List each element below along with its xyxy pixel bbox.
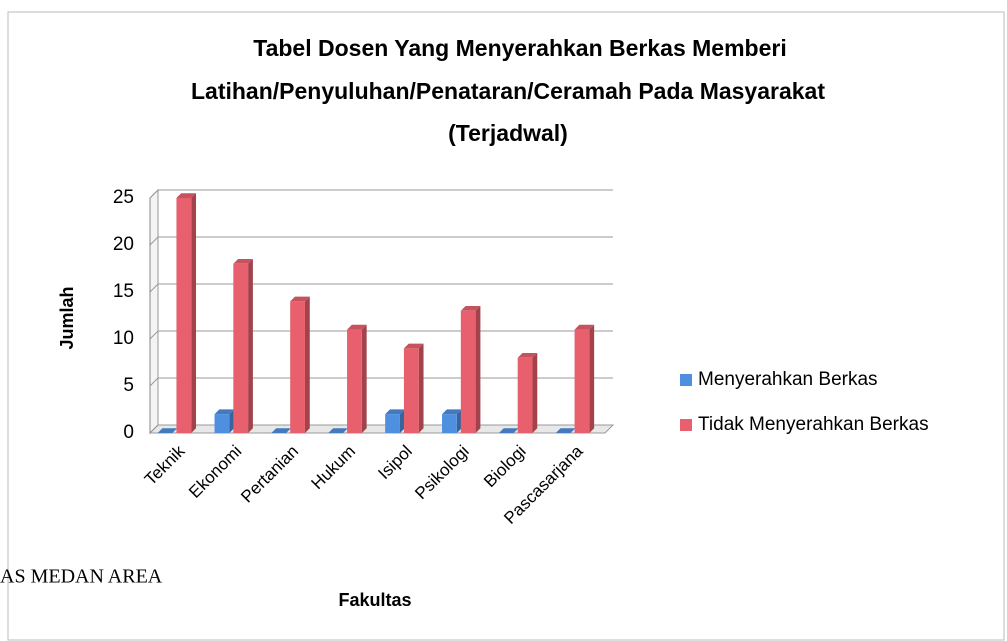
bar-side: [191, 193, 197, 433]
y-tick-label: 15: [113, 281, 134, 302]
bar: [176, 198, 192, 433]
bar-side: [399, 409, 405, 433]
bar: [442, 414, 457, 433]
bar-top: [574, 324, 595, 330]
bar: [460, 310, 476, 433]
back-wall: [149, 188, 159, 435]
bar-top: [271, 428, 291, 433]
bar-top: [347, 324, 367, 330]
bar-top: [328, 428, 348, 433]
bar-side: [304, 296, 310, 433]
bar-side: [532, 353, 538, 433]
legend-swatch: [680, 374, 692, 386]
grid-line: [149, 189, 613, 199]
y-tick-label: 20: [113, 234, 134, 255]
bar-top: [214, 409, 235, 415]
bar: [385, 414, 400, 433]
watermark: AS MEDAN AREA: [0, 566, 163, 588]
grid-line: [149, 236, 613, 246]
y-tick-label: 5: [123, 375, 134, 396]
y-tick-label: 10: [113, 328, 134, 349]
bar-top: [157, 428, 178, 433]
bar-side: [361, 324, 367, 433]
bar: [290, 301, 305, 433]
bar-side: [589, 324, 595, 433]
legend-swatch: [680, 419, 692, 431]
bar: [403, 348, 419, 433]
chart-title: (Terjadwal): [448, 120, 568, 146]
chart-title: Latihan/Penyuluhan/Penataran/Ceramah Pad…: [191, 78, 825, 104]
y-tick-label: 25: [113, 187, 134, 208]
bar-side: [418, 343, 424, 433]
bar: [214, 414, 230, 433]
bar-side: [229, 409, 235, 433]
grid-line: [149, 283, 613, 293]
y-tick-label: 0: [123, 422, 134, 443]
chart-border: [7, 11, 1005, 641]
bar-top: [385, 409, 405, 415]
y-axis-label: Jumlah: [57, 286, 77, 349]
bar-top: [555, 428, 576, 433]
bar-top: [176, 193, 197, 198]
bar-side: [248, 259, 253, 433]
bar-top: [460, 306, 481, 311]
bar: [517, 357, 533, 433]
legend-label: Menyerahkan Berkas: [698, 369, 878, 390]
bar-top: [233, 259, 253, 264]
bar-side: [456, 409, 462, 433]
x-axis-label: Fakultas: [338, 590, 411, 610]
bar-side: [475, 306, 481, 433]
bar: [233, 263, 249, 433]
bar-top: [442, 409, 462, 415]
bar-top: [517, 353, 538, 358]
chart-title: Tabel Dosen Yang Menyerahkan Berkas Memb…: [253, 35, 786, 61]
bar-top: [403, 343, 424, 349]
bar-top: [290, 296, 310, 302]
bar-top: [498, 428, 519, 433]
bar: [347, 329, 362, 433]
bar: [574, 329, 590, 433]
legend-label: Tidak Menyerahkan Berkas: [698, 414, 929, 435]
